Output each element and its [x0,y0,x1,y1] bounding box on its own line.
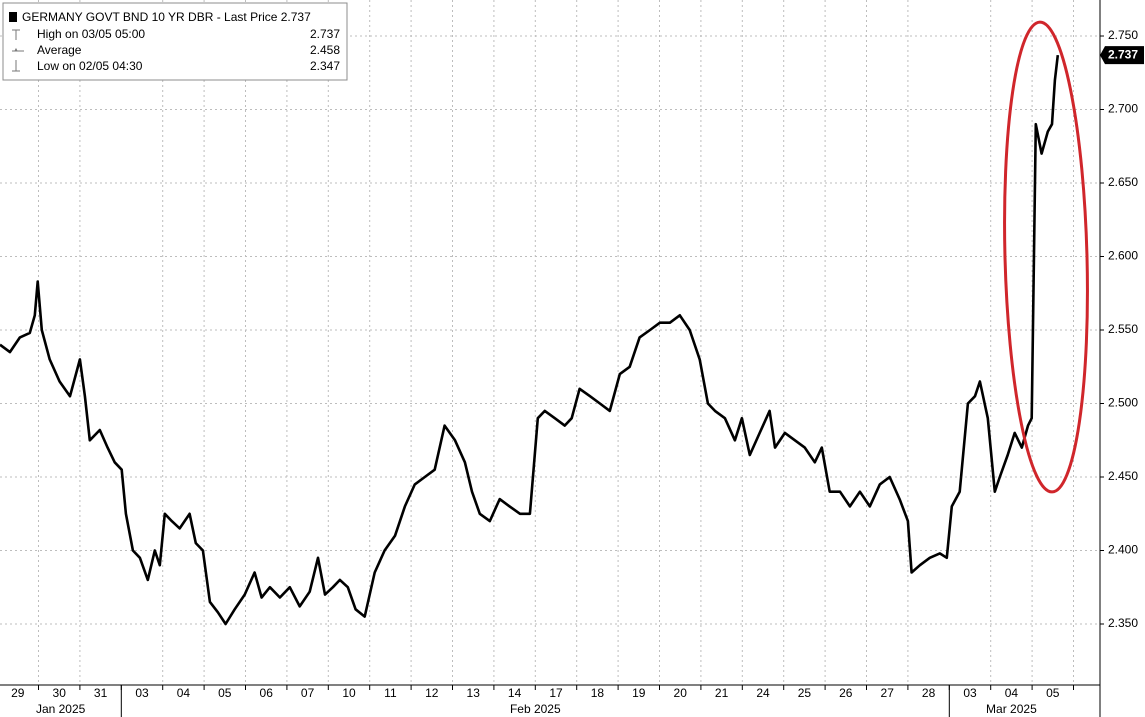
x-tick-label: 12 [425,686,439,700]
x-tick-label: 19 [632,686,646,700]
x-tick-label: 25 [798,686,812,700]
x-tick-label: 13 [467,686,481,700]
y-tick-label: 2.500 [1108,396,1138,410]
legend-icon [12,29,20,40]
x-tick-label: 04 [1005,686,1019,700]
legend-title: GERMANY GOVT BND 10 YR DBR - Last Price … [22,10,311,24]
x-tick-label: 27 [881,686,895,700]
y-tick-label: 2.350 [1108,616,1138,630]
axes: 2.350 2.400 2.450 2.500 2.550 2.600 2.650 2.700… [11,28,1144,717]
legend-stat-value: 2.347 [310,59,340,73]
legend-stat-label: High on 03/05 05:00 [37,27,145,41]
month-label: Feb 2025 [510,702,561,716]
legend: GERMANY GOVT BND 10 YR DBR - Last Price … [2,2,348,81]
x-tick-label: 07 [301,686,315,700]
x-tick-label: 03 [963,686,977,700]
x-tick-label: 18 [591,686,605,700]
last-price-label: 2.737 [1108,47,1138,61]
month-label: Jan 2025 [36,702,86,716]
x-tick-label: 28 [922,686,936,700]
x-tick-label: 14 [508,686,522,700]
x-tick-label: 20 [674,686,688,700]
x-tick-label: 24 [756,686,770,700]
x-tick-label: 26 [839,686,853,700]
legend-icon [12,47,24,52]
x-tick-label: 05 [1046,686,1060,700]
legend-swatch [9,12,17,22]
x-tick-label: 21 [715,686,729,700]
legend-stat-label: Low on 02/05 04:30 [37,59,143,73]
legend-stat-label: Average [37,43,82,57]
y-tick-label: 2.400 [1108,543,1138,557]
x-tick-label: 31 [94,686,108,700]
x-tick-label: 17 [549,686,563,700]
y-tick-label: 2.750 [1108,28,1138,42]
y-tick-label: 2.600 [1108,249,1138,263]
y-tick-label: 2.650 [1108,175,1138,189]
y-tick-label: 2.700 [1108,102,1138,116]
highlight-ellipse [1003,20,1089,494]
legend-stat-value: 2.458 [310,43,340,57]
grid [0,0,1100,685]
x-tick-label: 10 [342,686,356,700]
x-tick-label: 05 [218,686,232,700]
x-tick-label: 11 [384,686,397,700]
plot [0,54,1060,626]
legend-last-value: 2.737 [281,10,311,24]
x-tick-label: 06 [260,686,274,700]
x-tick-label: 30 [53,686,67,700]
last-price-tag [1100,46,1144,65]
legend-title-text: GERMANY GOVT BND 10 YR DBR - Last Price [22,10,278,24]
legend-icon [12,60,20,72]
y-tick-label: 2.550 [1108,322,1138,336]
month-label: Mar 2025 [986,702,1037,716]
price-line [0,54,1060,626]
x-tick-label: 03 [135,686,149,700]
x-tick-label: 29 [11,686,25,700]
x-tick-label: 04 [177,686,191,700]
legend-stat-value: 2.737 [310,27,340,41]
legend-box [2,2,348,81]
y-tick-label: 2.450 [1108,469,1138,483]
